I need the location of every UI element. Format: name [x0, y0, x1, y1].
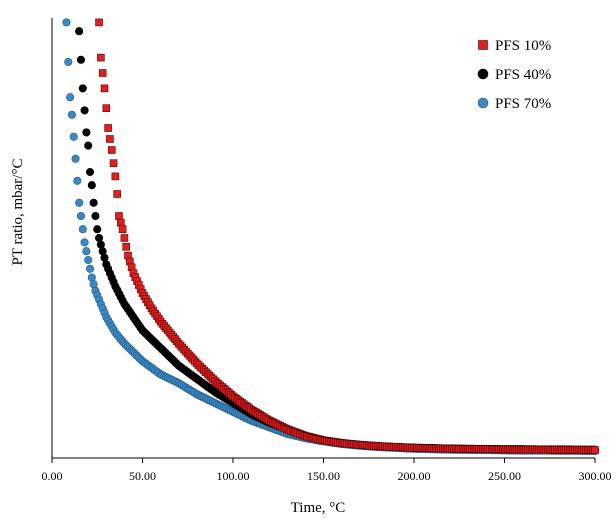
y-axis-title: PT ratio, mbar/°C	[10, 159, 26, 266]
data-point	[73, 176, 82, 185]
data-point	[113, 190, 121, 198]
data-point	[84, 255, 93, 265]
legend-marker	[477, 97, 489, 109]
data-point	[97, 53, 105, 62]
legend-item: PFS 40%	[477, 67, 551, 83]
data-point	[64, 57, 73, 67]
data-point	[76, 211, 86, 221]
legend: PFS 10% PFS 40% PFS 70%	[477, 38, 551, 112]
data-point	[98, 247, 107, 256]
x-tick-label: 200.00	[398, 469, 431, 483]
data-point	[98, 69, 107, 77]
x-axis-title: Time, °C	[291, 500, 346, 516]
data-point	[118, 225, 127, 233]
legend-marker	[478, 40, 488, 50]
data-point	[115, 212, 123, 220]
data-point	[69, 132, 78, 141]
x-tick-label: 0.00	[42, 469, 63, 483]
legend-label: PFS 70%	[495, 96, 551, 112]
data-point	[87, 273, 96, 282]
data-point	[120, 234, 129, 242]
data-point	[106, 135, 114, 143]
data-point	[95, 233, 104, 243]
legend-label: PFS 40%	[495, 67, 551, 83]
data-point	[78, 84, 87, 93]
data-point	[67, 110, 76, 119]
data-point	[91, 211, 100, 221]
data-point	[111, 172, 120, 181]
x-tick-label: 250.00	[488, 469, 521, 483]
data-point	[78, 225, 87, 234]
data-point	[82, 247, 91, 256]
x-tick-label: 50.00	[129, 469, 156, 483]
data-point	[116, 218, 125, 227]
data-point	[71, 154, 80, 163]
data-point	[102, 104, 111, 112]
data-point	[85, 167, 95, 177]
data-point	[85, 264, 95, 273]
legend-item: PFS 10%	[478, 38, 551, 54]
legend-marker	[477, 68, 489, 80]
data-point	[75, 27, 84, 36]
data-point	[89, 198, 98, 207]
data-point	[107, 146, 116, 154]
series-layer	[62, 18, 600, 456]
data-point	[100, 253, 109, 262]
data-point	[82, 128, 91, 137]
data-point	[104, 124, 112, 132]
x-tick-label: 300.00	[579, 469, 612, 483]
x-tick-label: 100.00	[217, 469, 250, 483]
x-ticks: 0.00 50.00 100.00 150.00 200.00 250.00 300.00	[42, 458, 612, 483]
data-point	[591, 446, 599, 454]
data-point	[100, 84, 109, 93]
data-point	[66, 93, 75, 102]
data-point	[80, 238, 89, 247]
data-point	[80, 106, 89, 115]
data-point	[75, 198, 84, 207]
data-point	[93, 225, 102, 234]
data-point	[122, 243, 131, 251]
data-point	[109, 159, 118, 167]
series-pfs-40-	[75, 27, 600, 454]
data-point	[84, 141, 93, 150]
x-tick-label: 150.00	[307, 469, 340, 483]
data-point	[95, 18, 103, 27]
series-pfs-70-	[62, 18, 600, 456]
data-point	[76, 55, 86, 64]
data-point	[89, 280, 98, 289]
legend-item: PFS 70%	[477, 96, 551, 112]
legend-label: PFS 10%	[495, 38, 551, 54]
data-point	[87, 181, 96, 190]
data-point	[96, 240, 105, 249]
data-point	[62, 18, 71, 27]
series-pfs-10-	[95, 18, 599, 454]
plot-area: 0.00 50.00 100.00 150.00 200.00 250.00 300.00	[42, 18, 612, 483]
